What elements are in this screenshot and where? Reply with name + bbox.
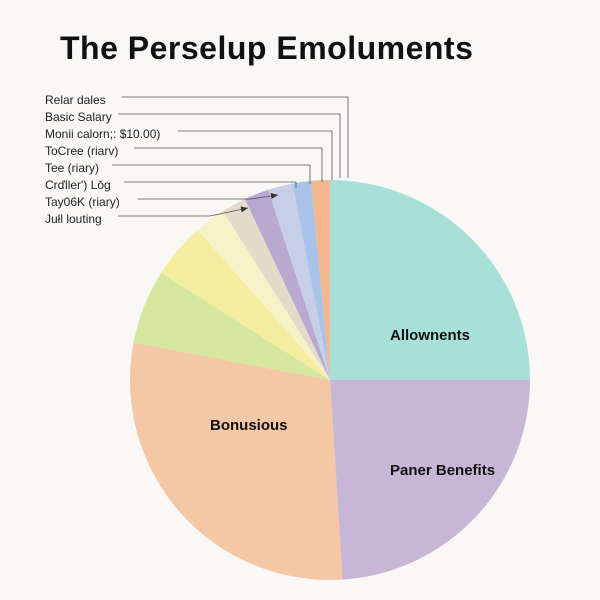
leader-line: [118, 114, 340, 178]
leader-line: [112, 165, 310, 184]
slice-label: Paner Benefits: [390, 462, 495, 479]
slice-label: Bonusious: [210, 417, 288, 434]
pie-slice: [330, 180, 530, 380]
leader-line: [124, 182, 296, 188]
leader-line: [178, 131, 332, 180]
slice-label: Allownents: [390, 327, 470, 344]
pie-chart: Allownents Paner Benefits Bonusious: [0, 0, 600, 600]
pie-slice: [330, 380, 530, 580]
leader-line: [122, 97, 348, 178]
pie-slice: [130, 343, 343, 580]
